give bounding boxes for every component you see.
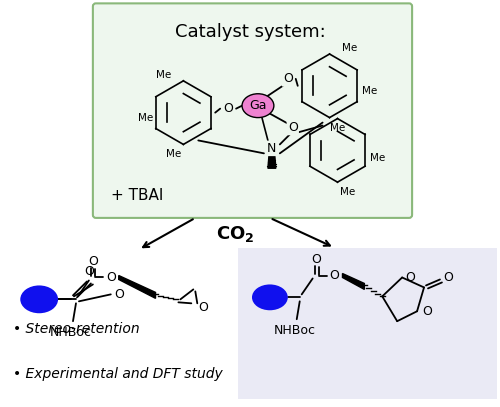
Text: O: O [405,271,415,284]
Polygon shape [342,274,364,289]
Text: Me: Me [342,43,357,53]
Text: Me: Me [166,149,181,159]
Text: Me: Me [370,153,385,163]
Text: N: N [267,142,276,155]
Text: O: O [198,301,208,314]
Text: O: O [330,269,340,282]
Text: O: O [283,72,292,85]
Text: O: O [114,288,124,301]
Text: Me: Me [340,187,355,197]
Bar [238,248,496,399]
Text: O: O [288,121,298,134]
Text: O: O [106,271,116,284]
Text: O: O [443,271,453,284]
Text: Me: Me [330,123,345,133]
Text: Me: Me [138,113,153,123]
Text: Me: Me [362,86,377,96]
Ellipse shape [242,94,274,118]
Text: + TBAI: + TBAI [111,188,163,203]
Text: O: O [312,253,322,266]
Polygon shape [268,156,276,168]
Text: O: O [223,102,233,115]
Text: $\mathbf{CO_2}$: $\mathbf{CO_2}$ [216,224,254,244]
Ellipse shape [20,285,58,313]
Ellipse shape [252,284,288,310]
Text: Ga: Ga [249,99,266,112]
Text: NHBoc: NHBoc [50,326,92,339]
Text: • Stereo-retention: • Stereo-retention [14,322,140,336]
Text: O: O [84,265,94,278]
Polygon shape [118,276,156,298]
Text: O: O [88,255,98,268]
Text: O: O [422,305,432,318]
FancyBboxPatch shape [93,3,412,218]
Text: NHBoc: NHBoc [274,324,316,337]
Text: Catalyst system:: Catalyst system: [174,23,326,41]
Text: • Experimental and DFT study: • Experimental and DFT study [14,367,223,381]
Text: Me: Me [156,70,171,80]
